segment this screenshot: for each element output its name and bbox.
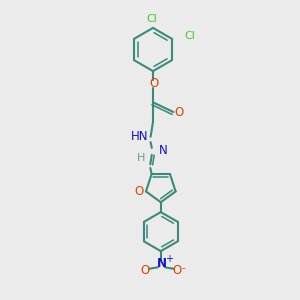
Text: N: N	[157, 257, 167, 270]
Text: +: +	[165, 254, 173, 265]
Text: H: H	[136, 153, 145, 164]
Text: O: O	[135, 185, 144, 198]
Text: O: O	[149, 77, 158, 90]
Text: HN: HN	[130, 130, 148, 143]
Text: O: O	[141, 264, 150, 277]
Text: Cl: Cl	[184, 31, 195, 41]
Text: N: N	[158, 144, 167, 158]
Text: O: O	[172, 264, 182, 277]
Text: -: -	[181, 263, 185, 273]
Text: Cl: Cl	[146, 14, 157, 25]
Text: O: O	[174, 106, 183, 118]
